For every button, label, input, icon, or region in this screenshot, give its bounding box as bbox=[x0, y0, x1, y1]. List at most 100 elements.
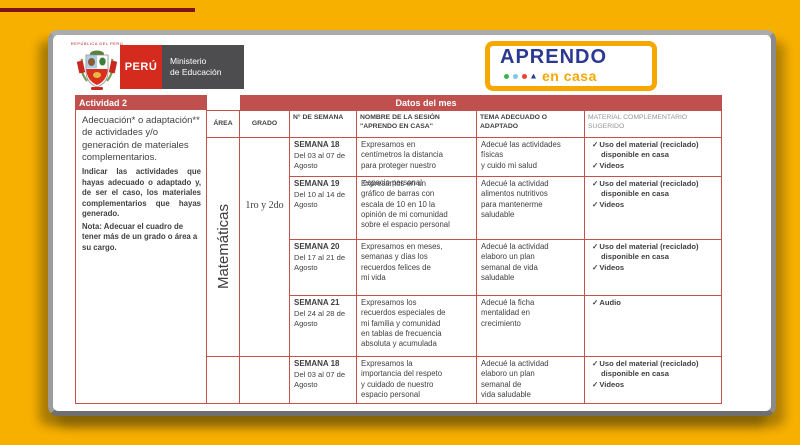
checkmark-icon: ✓ bbox=[592, 140, 599, 149]
theme-cell: Adecué la actividad elaboro un plan sema… bbox=[477, 357, 585, 404]
ministry-logo-box: Ministerio de Educación bbox=[162, 45, 244, 89]
activity-label: Actividad 2 bbox=[79, 97, 128, 108]
week-cell: SEMANA 18 Del 03 al 07 de Agosto bbox=[290, 138, 357, 177]
material-label: Uso del material (reciclado) disponible … bbox=[599, 242, 699, 262]
material-label: Videos bbox=[599, 379, 625, 389]
peru-label: PERÚ bbox=[124, 61, 158, 73]
area-label: Matemáticas bbox=[214, 204, 232, 290]
column-header-area: ÁREA bbox=[207, 110, 240, 138]
week-dates: Del 10 al 14 de Agosto bbox=[294, 189, 346, 209]
session-cell: Expresamos la importancia del respeto y … bbox=[357, 357, 477, 404]
circle-dot-icon bbox=[513, 73, 518, 79]
week-cell: SEMANA 19 Del 10 al 14 de Agosto bbox=[290, 177, 357, 240]
column-header-grade: GRADO bbox=[240, 110, 290, 138]
week-dates: Del 03 al 07 de Agosto bbox=[294, 150, 346, 170]
area-cell: Matemáticas bbox=[207, 138, 240, 357]
session-text: Expresamos los recuerdos especiales de m… bbox=[361, 298, 446, 349]
grade-empty-cell bbox=[240, 357, 290, 404]
material-item: ✓Videos bbox=[589, 380, 717, 390]
session-text: Expresamos la importancia del respeto y … bbox=[361, 359, 443, 399]
page-top-rule bbox=[0, 8, 195, 12]
week-label: SEMANA 21 bbox=[294, 298, 340, 307]
material-label: Uso del material (reciclado) disponible … bbox=[599, 179, 699, 199]
column-header-week: N° DE SEMANA bbox=[290, 110, 357, 138]
activity-header-bar: Actividad 2 bbox=[75, 95, 207, 110]
peru-coat-of-arms-icon bbox=[77, 50, 117, 90]
material-item: ✓Uso del material (reciclado) disponible… bbox=[589, 140, 717, 161]
material-cell: ✓Uso del material (reciclado) disponible… bbox=[585, 138, 722, 177]
session-text: Expresamos en centímetros la distancia p… bbox=[361, 140, 443, 170]
checkmark-icon: ✓ bbox=[592, 298, 599, 307]
week-dates: Del 24 al 28 de Agosto bbox=[294, 308, 346, 328]
week-label: SEMANA 19 bbox=[294, 179, 340, 188]
material-label: Audio bbox=[599, 298, 621, 307]
header-gap bbox=[207, 95, 240, 110]
material-item: ✓Videos bbox=[589, 200, 717, 210]
month-data-header-bar: Datos del mes bbox=[240, 95, 722, 110]
checkmark-icon: ✓ bbox=[592, 359, 599, 368]
week-label: SEMANA 20 bbox=[294, 242, 340, 251]
ministry-line-1: Ministerio bbox=[170, 55, 207, 66]
material-item: ✓Audio bbox=[589, 298, 717, 308]
material-label: Videos bbox=[599, 199, 625, 209]
checkmark-icon: ✓ bbox=[592, 179, 599, 188]
adaptation-note-cell: Adecuación* o adaptación** de actividade… bbox=[75, 110, 207, 404]
material-cell: ✓Uso del material (reciclado) disponible… bbox=[585, 240, 722, 296]
adaptation-note-footnote: Nota: Adecuar el cuadro de tener más de … bbox=[82, 221, 198, 252]
document-sheet: REPÚBLICA DEL PERÚ PERÚ Ministerio de Ed… bbox=[48, 30, 776, 416]
material-label: Uso del material (reciclado) disponible … bbox=[599, 140, 699, 160]
session-cell: espacio personal Expresamos en un gráfico… bbox=[357, 177, 477, 240]
week-dates: Del 17 al 21 de Agosto bbox=[294, 252, 346, 272]
material-item: ✓Uso del material (reciclado) disponible… bbox=[589, 359, 717, 380]
circle-dot-icon bbox=[504, 73, 509, 79]
session-text: Expresamos en meses, semanas y días los … bbox=[361, 242, 443, 282]
material-item: ✓Videos bbox=[589, 161, 717, 171]
material-item: ✓Videos bbox=[589, 263, 717, 273]
session-cell: Expresamos en centímetros la distancia p… bbox=[357, 138, 477, 177]
circle-dot-icon bbox=[522, 73, 527, 79]
adaptation-note-title: Adecuación* o adaptación** de actividade… bbox=[82, 115, 200, 164]
column-header-material: MATERIAL COMPLEMENTARIO SUGERIDO bbox=[585, 110, 722, 138]
material-item: ✓Uso del material (reciclado) disponible… bbox=[589, 242, 717, 263]
week-cell: SEMANA 20 Del 17 al 21 de Agosto bbox=[290, 240, 357, 296]
material-cell: ✓Uso del material (reciclado) disponible… bbox=[585, 177, 722, 240]
week-label: SEMANA 18 bbox=[294, 359, 340, 368]
aprendo-title: APRENDO bbox=[500, 46, 608, 68]
month-data-label: Datos del mes bbox=[395, 97, 457, 108]
session-cell: Expresamos los recuerdos especiales de m… bbox=[357, 296, 477, 357]
area-empty-cell bbox=[207, 357, 240, 404]
brand-dots-icon bbox=[504, 73, 536, 79]
column-header-theme: TEMA ADECUADO O ADAPTADO bbox=[477, 110, 585, 138]
material-cell: ✓Uso del material (reciclado) disponible… bbox=[585, 357, 722, 404]
table-grid: Actividad 2 Datos del mes Adecuación* o … bbox=[75, 95, 722, 404]
overflow-text-artifact: espacio personal bbox=[363, 178, 422, 187]
ministry-line-2: de Educación bbox=[170, 67, 222, 77]
grade-cell: 1ro y 2do bbox=[240, 138, 290, 357]
theme-cell: Adecué la actividad elaboro un plan sema… bbox=[477, 240, 585, 296]
triangle-dot-icon bbox=[531, 73, 536, 79]
material-label: Videos bbox=[599, 160, 625, 170]
material-cell: ✓Audio bbox=[585, 296, 722, 357]
theme-cell: Adecué la ficha mentalidad en crecimient… bbox=[477, 296, 585, 357]
checkmark-icon: ✓ bbox=[592, 379, 599, 389]
aprendo-en-casa-logo: APRENDO en casa bbox=[485, 41, 657, 91]
week-cell: SEMANA 21 Del 24 al 28 de Agosto bbox=[290, 296, 357, 357]
adaptation-note-body: Indicar las actividades que hayas adecua… bbox=[82, 167, 201, 219]
peru-logo-box: PERÚ bbox=[120, 45, 162, 89]
week-label: SEMANA 18 bbox=[294, 140, 340, 149]
checkmark-icon: ✓ bbox=[592, 262, 599, 272]
week-cell: SEMANA 18 Del 03 al 07 de Agosto bbox=[290, 357, 357, 404]
session-cell: Expresamos en meses, semanas y días los … bbox=[357, 240, 477, 296]
checkmark-icon: ✓ bbox=[592, 199, 599, 209]
checkmark-icon: ✓ bbox=[592, 242, 599, 251]
week-dates: Del 03 al 07 de Agosto bbox=[294, 369, 346, 389]
material-item: ✓Uso del material (reciclado) disponible… bbox=[589, 179, 717, 200]
material-label: Uso del material (reciclado) disponible … bbox=[599, 359, 699, 379]
en-casa-subtitle: en casa bbox=[542, 68, 597, 84]
column-header-session: NOMBRE DE LA SESIÓN "APRENDO EN CASA" bbox=[357, 110, 477, 138]
theme-cell: Adecué la actividad alimentos nutritivos… bbox=[477, 177, 585, 240]
checkmark-icon: ✓ bbox=[592, 160, 599, 170]
material-label: Videos bbox=[599, 262, 625, 272]
republic-label: REPÚBLICA DEL PERÚ bbox=[70, 41, 124, 46]
session-text: Expresamos en un gráfico de barras con e… bbox=[361, 179, 450, 230]
